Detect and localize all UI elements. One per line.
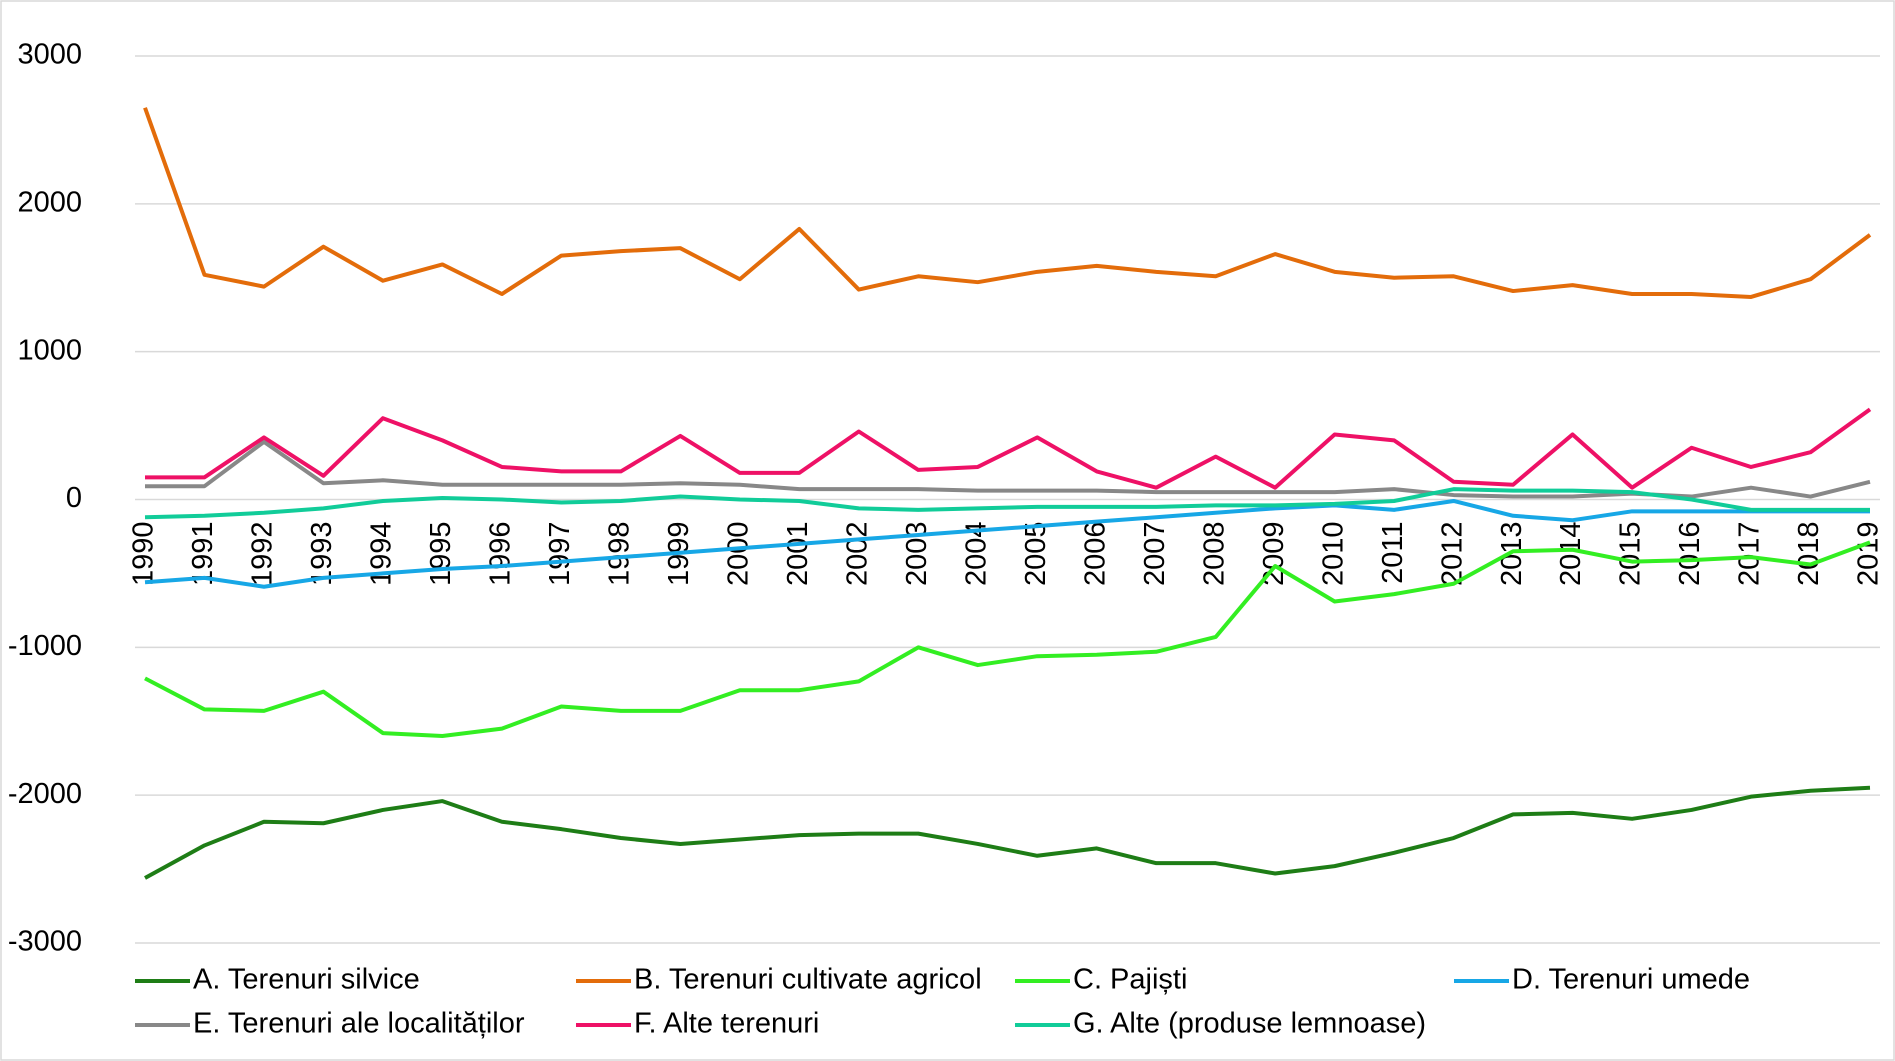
x-tick-label: 1996 [485, 522, 517, 587]
legend-label: C. Pajiști [1073, 964, 1187, 996]
x-tick-label: 2008 [1198, 522, 1230, 587]
y-tick-label: 0 [66, 482, 82, 514]
y-tick-label: -2000 [8, 778, 82, 810]
series-line [144, 487, 1870, 520]
x-tick-label: 1998 [604, 522, 636, 587]
legend-label: F. Alte terenuri [634, 1008, 819, 1040]
legend-label: A. Terenuri silvice [193, 964, 420, 996]
y-tick-label: -1000 [8, 630, 82, 662]
legend-label: G. Alte (produse lemnoase) [1073, 1008, 1426, 1040]
x-tick-label: 2018 [1793, 522, 1825, 587]
x-tick-label: 2005 [1020, 522, 1052, 587]
y-tick-label: 1000 [17, 334, 82, 366]
x-tick-label: 2000 [722, 522, 754, 587]
x-tick-label: 2016 [1674, 522, 1706, 587]
legend-label: D. Terenuri umede [1512, 964, 1750, 996]
series-line [145, 439, 1871, 499]
x-tick-label: 1997 [544, 522, 576, 587]
x-tick-label: 2010 [1317, 522, 1349, 587]
legend-label: E. Terenuri ale localităților [193, 1008, 525, 1040]
series-line [144, 498, 1870, 589]
y-tick-label: -3000 [8, 926, 82, 958]
x-tick-label: 2009 [1258, 522, 1290, 587]
x-tick-label: 2006 [1079, 522, 1111, 587]
legend-label: B. Terenuri cultivate agricol [634, 964, 982, 996]
x-tick-label: 2015 [1615, 522, 1647, 587]
series-line [145, 407, 1872, 490]
y-tick-label: 2000 [17, 186, 82, 218]
x-tick-label: 1990 [128, 522, 160, 587]
x-tick-label: 1995 [425, 522, 457, 587]
series-line [144, 785, 1871, 880]
x-tick-label: 2001 [782, 522, 814, 587]
x-tick-label: 1992 [247, 522, 279, 587]
x-tick-label: 2017 [1734, 522, 1766, 587]
y-tick-label: 3000 [17, 39, 82, 71]
x-tick-label: 1991 [187, 522, 219, 587]
series-line [143, 107, 1872, 299]
x-tick-label: 2019 [1853, 522, 1885, 587]
x-tick-label: 2003 [901, 522, 933, 587]
x-tick-label: 2014 [1555, 522, 1587, 587]
x-tick-label: 2007 [1139, 522, 1171, 587]
x-tick-label: 2011 [1377, 522, 1409, 584]
x-tick-label: 2012 [1436, 522, 1468, 587]
series-line [144, 540, 1871, 739]
x-tick-label: 2002 [841, 522, 873, 587]
